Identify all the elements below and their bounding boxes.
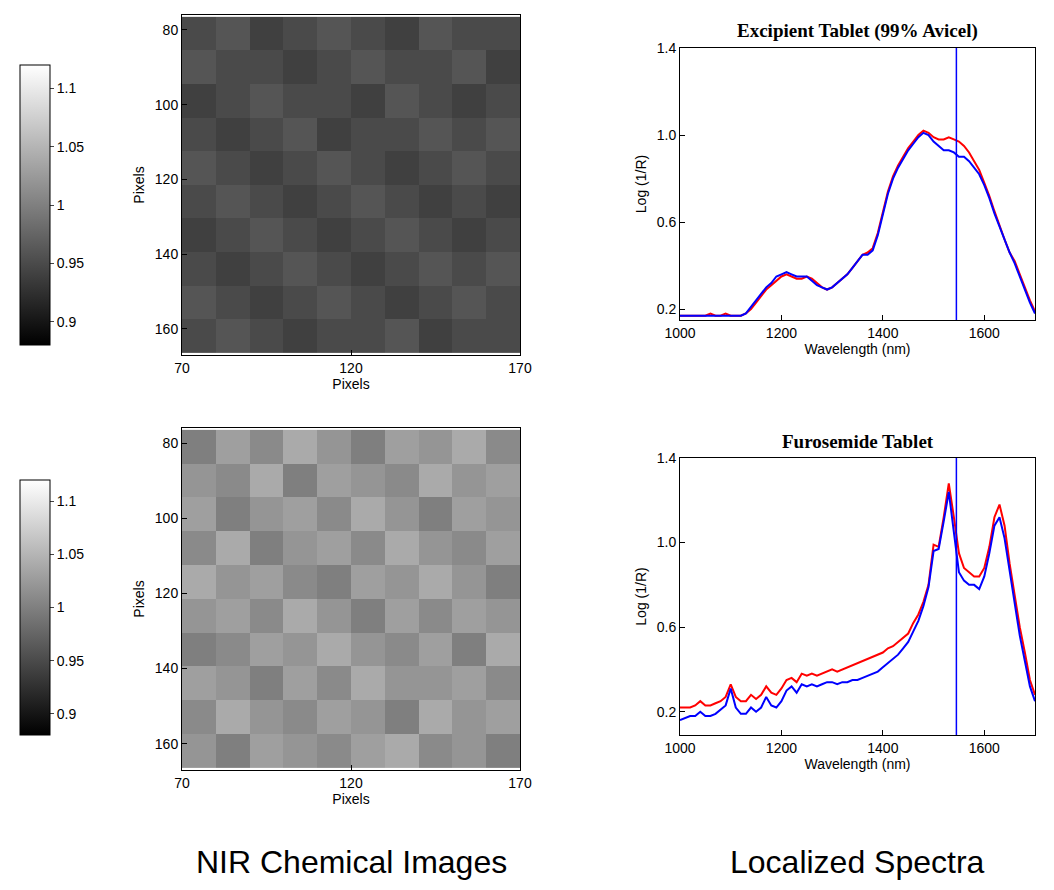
svg-text:140: 140 — [155, 660, 179, 676]
svg-text:Wavelength (nm): Wavelength (nm) — [804, 756, 910, 772]
svg-text:1600: 1600 — [969, 740, 1000, 756]
svg-text:1: 1 — [57, 599, 65, 615]
svg-text:1.1: 1.1 — [57, 493, 77, 509]
svg-text:70: 70 — [174, 360, 190, 376]
svg-text:Wavelength (nm): Wavelength (nm) — [804, 341, 910, 357]
svg-text:120: 120 — [339, 775, 363, 791]
svg-text:Pixels: Pixels — [131, 166, 147, 203]
svg-text:80: 80 — [163, 22, 179, 38]
svg-text:Pixels: Pixels — [131, 580, 147, 617]
svg-text:0.95: 0.95 — [57, 653, 84, 669]
svg-text:0.2: 0.2 — [657, 301, 677, 317]
svg-text:0.6: 0.6 — [657, 619, 677, 635]
svg-text:1600: 1600 — [969, 325, 1000, 341]
svg-text:1200: 1200 — [766, 740, 797, 756]
svg-text:Pixels: Pixels — [332, 376, 369, 392]
svg-text:120: 120 — [155, 585, 179, 601]
svg-text:Localized Spectra: Localized Spectra — [730, 844, 985, 880]
svg-text:70: 70 — [174, 775, 190, 791]
svg-text:0.9: 0.9 — [57, 314, 77, 330]
svg-text:Log (1/R): Log (1/R) — [633, 155, 649, 213]
svg-text:NIR Chemical Images: NIR Chemical Images — [196, 844, 507, 880]
svg-text:1.05: 1.05 — [57, 546, 84, 562]
svg-text:1200: 1200 — [766, 325, 797, 341]
svg-text:1000: 1000 — [664, 740, 695, 756]
svg-text:160: 160 — [155, 736, 179, 752]
svg-text:Log (1/R): Log (1/R) — [633, 567, 649, 625]
svg-text:1.0: 1.0 — [657, 534, 677, 550]
svg-text:100: 100 — [155, 97, 179, 113]
svg-text:0.2: 0.2 — [657, 704, 677, 720]
svg-text:0.6: 0.6 — [657, 214, 677, 230]
svg-text:170: 170 — [508, 360, 532, 376]
svg-text:120: 120 — [339, 360, 363, 376]
svg-text:170: 170 — [508, 775, 532, 791]
svg-text:Furosemide Tablet: Furosemide Tablet — [782, 431, 934, 452]
svg-text:0.95: 0.95 — [57, 255, 84, 271]
svg-text:1.4: 1.4 — [657, 450, 677, 466]
svg-text:1.0: 1.0 — [657, 127, 677, 143]
svg-text:1400: 1400 — [867, 740, 898, 756]
svg-text:1.1: 1.1 — [57, 80, 77, 96]
svg-text:1000: 1000 — [664, 325, 695, 341]
svg-text:Excipient Tablet (99% Avicel): Excipient Tablet (99% Avicel) — [737, 20, 978, 42]
svg-text:1.4: 1.4 — [657, 40, 677, 56]
svg-text:140: 140 — [155, 246, 179, 262]
svg-text:160: 160 — [155, 321, 179, 337]
svg-text:100: 100 — [155, 510, 179, 526]
svg-text:1400: 1400 — [867, 325, 898, 341]
svg-text:120: 120 — [155, 171, 179, 187]
svg-text:1: 1 — [57, 197, 65, 213]
svg-text:0.9: 0.9 — [57, 706, 77, 722]
svg-text:1.05: 1.05 — [57, 139, 84, 155]
svg-text:80: 80 — [163, 435, 179, 451]
svg-text:Pixels: Pixels — [332, 791, 369, 807]
